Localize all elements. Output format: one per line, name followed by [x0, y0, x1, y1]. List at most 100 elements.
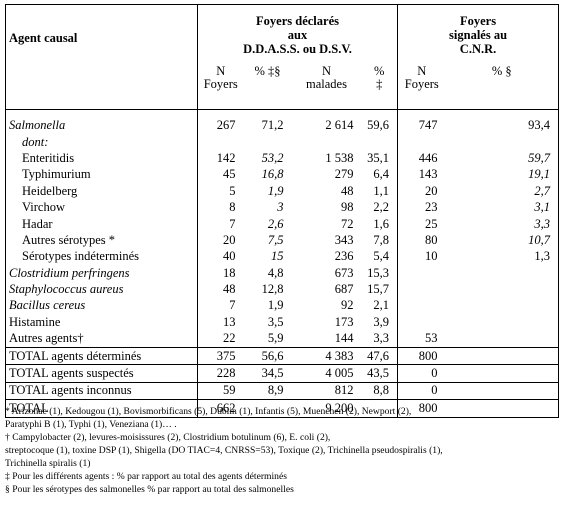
table-row: Autres sérotypes * 20 7,5 343 7,8 80 10,7 [5, 232, 559, 249]
cell: 279 [334, 167, 354, 182]
table-row: Salmonella 267 71,2 2 614 59,6 747 93,4 [5, 109, 559, 134]
cell [398, 265, 446, 281]
cell: 173 [334, 314, 354, 329]
cell: 35,1 [361, 150, 399, 167]
cell: 19,1 [528, 167, 551, 182]
footnote: * Arizonae (1), Kedougou (1), Bovismorbi… [5, 406, 412, 417]
cell: 0 [397, 381, 446, 400]
cell: 800 [397, 399, 446, 418]
row-label: TOTAL agents suspectés [5, 364, 198, 383]
row-label: Enteritidis [5, 150, 198, 167]
row-label: TOTAL agents déterminés [5, 346, 198, 365]
footnote: ‡ Pour les différents agents : % par rap… [5, 471, 287, 482]
cell: 59,6 [361, 109, 399, 134]
table-row: Staphylococcus aureus 48 12,8 687 15,7 [5, 281, 559, 298]
table-row: TOTAL 662 9 200 800 [5, 399, 559, 418]
cell: 98 [341, 200, 354, 215]
cell: 446 [418, 150, 438, 165]
column-header: N malades [306, 63, 347, 91]
cell: 25 [425, 216, 438, 231]
cell: 1,9 [267, 183, 284, 198]
cell: 4 005 [291, 364, 362, 383]
cell: 92 [341, 298, 354, 313]
cell: 687 [334, 282, 354, 297]
table-row: Bacillus cereus 7 1,9 92 2,1 [5, 297, 559, 315]
table-row: Virchow 8 3 98 2,2 23 3,1 [5, 199, 559, 216]
cell: 16,8 [261, 167, 284, 182]
cell [446, 134, 559, 150]
column-header: % ‡ [361, 64, 399, 109]
cell: 0 [397, 364, 446, 383]
cell: 59 [197, 381, 244, 400]
cell [445, 381, 559, 400]
cell: 812 [291, 381, 362, 400]
table-row: TOTAL agents inconnus 59 8,9 812 8,8 0 [5, 381, 559, 400]
cell [198, 134, 244, 150]
cell: 375 [197, 346, 244, 365]
row-label: Typhimurium [5, 166, 198, 184]
cell: 5,9 [267, 331, 284, 346]
row-label: Staphylococcus aureus [5, 281, 198, 298]
cell: 18 [223, 265, 236, 280]
cell: 1,1 [361, 183, 399, 200]
cell [398, 298, 446, 314]
cell: 6,4 [361, 166, 399, 184]
row-label: Histamine [5, 314, 198, 331]
table-row: Autres agents† 22 5,9 144 3,3 53 [5, 330, 559, 348]
cell [361, 399, 399, 418]
cell: 3,1 [534, 200, 551, 215]
row-label: Salmonella [5, 109, 198, 134]
cell: 8 [229, 200, 236, 215]
footnote: † Campylobacter (2), levures-moisissures… [5, 432, 331, 443]
cell: 1 538 [325, 150, 354, 165]
row-label: Heidelberg [5, 183, 198, 200]
row-label: TOTAL [5, 399, 198, 418]
cell: 48 [223, 282, 236, 297]
cell: 800 [397, 346, 446, 365]
cell: 7 [229, 298, 236, 313]
footnote: streptocoque (1), toxine DSP (1), Shigel… [5, 445, 443, 456]
cell: 142 [216, 150, 236, 165]
cell: 2,7 [534, 183, 551, 198]
cell [361, 133, 399, 151]
footnote: § Pour les sérotypes des salmonelles % p… [5, 484, 294, 495]
table-wrap: Agent causal Foyers déclarés aux D.D.A.S… [5, 4, 560, 418]
header-agent: Agent causal [5, 4, 198, 109]
cell: 48 [341, 183, 354, 198]
cell: 23 [425, 200, 438, 215]
header-group: Foyers déclarés aux D.D.A.S.S. ou D.S.V. [197, 4, 399, 65]
cell: 59,7 [528, 150, 551, 165]
row-label: Bacillus cereus [5, 297, 198, 315]
footnote: Paratyphi B (1), Typhi (1), Veneziana (1… [5, 419, 177, 430]
cell: 236 [334, 249, 354, 264]
cell: 3,3 [534, 216, 551, 231]
cell: 71,2 [261, 118, 284, 133]
cell [446, 298, 559, 314]
cell [445, 364, 559, 383]
table-row: dont: [5, 133, 559, 151]
cell: 1,6 [361, 215, 399, 233]
cell: 53 [425, 331, 438, 346]
cell: 93,4 [528, 118, 551, 133]
cell: 673 [334, 265, 354, 280]
cell: 4,8 [267, 265, 284, 280]
row-label: Autres sérotypes * [5, 232, 198, 249]
cell: 8,9 [243, 381, 292, 400]
cell: 45 [223, 167, 236, 182]
cell [445, 399, 559, 418]
header-group: Foyers signalés au C.N.R. [449, 13, 508, 56]
cell: 3,9 [361, 314, 399, 331]
subheader-row: N Foyers% ‡§ N malades% ‡ N Foyers% § [5, 63, 559, 109]
table-row: Histamine 13 3,5 173 3,9 [5, 314, 559, 331]
cell: 15,3 [361, 265, 399, 282]
cell: 343 [334, 232, 354, 247]
cell [446, 281, 559, 297]
cell [398, 314, 446, 330]
header-row: Agent causal Foyers déclarés aux D.D.A.S… [5, 4, 559, 109]
cell: 4 383 [291, 346, 362, 365]
table-row: TOTAL agents déterminés 375 56,6 4 383 47,6 8… [5, 346, 559, 365]
cell: 143 [418, 167, 438, 182]
cell: 13 [223, 314, 236, 329]
cell: 2 614 [325, 118, 354, 133]
cell: 34,5 [243, 364, 292, 383]
